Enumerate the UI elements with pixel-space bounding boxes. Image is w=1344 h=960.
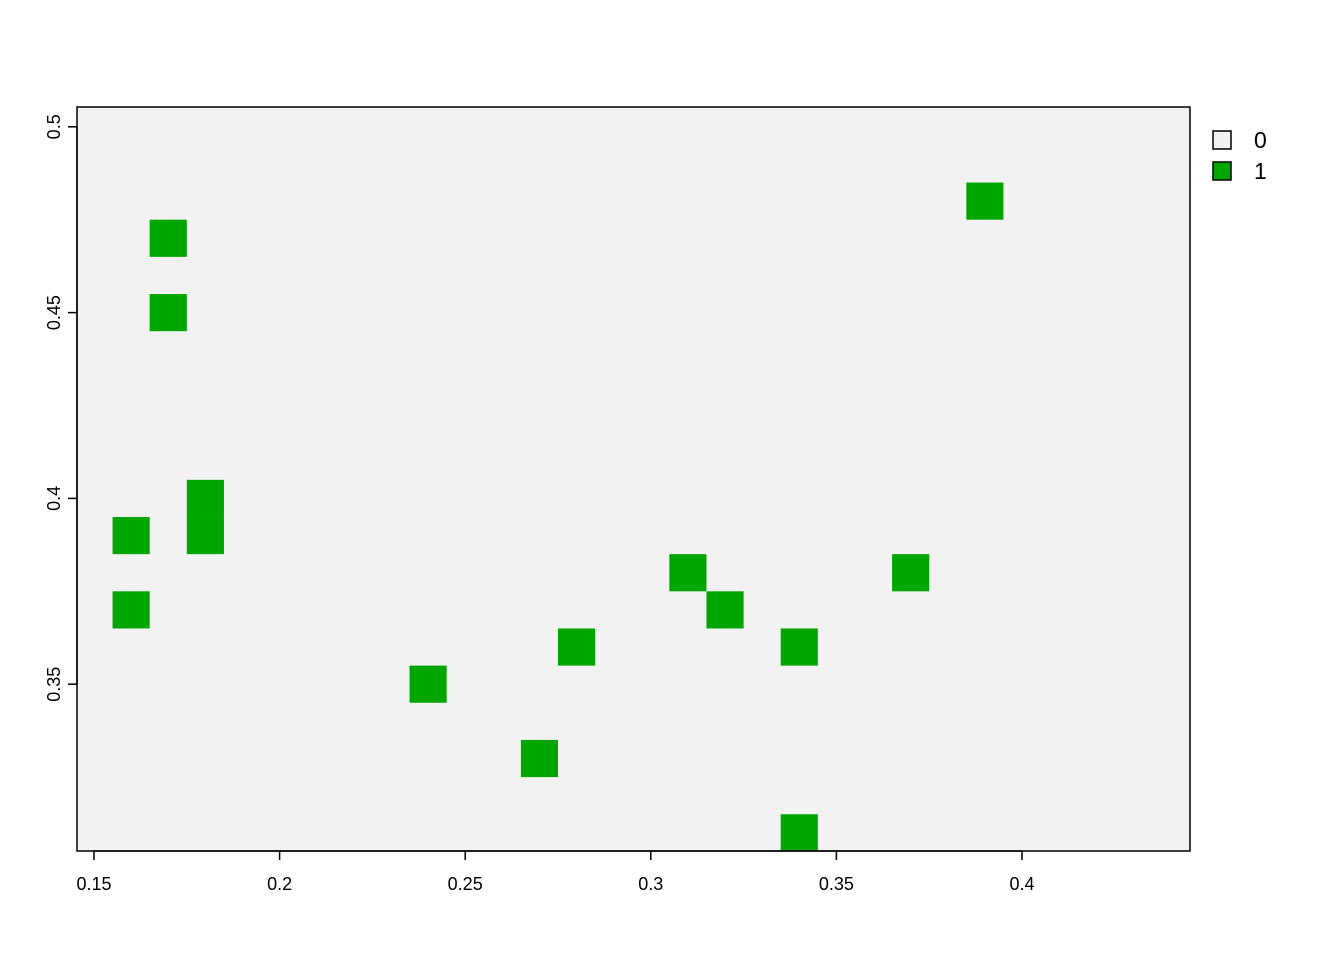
raster-cell-13 <box>409 665 447 703</box>
legend-swatch-0 <box>1212 130 1232 150</box>
x-tick-label-6: 0.4 <box>1009 874 1034 894</box>
raster-cell-8 <box>669 554 707 592</box>
legend-label-1: 1 <box>1254 158 1267 184</box>
raster-cells <box>112 182 1004 851</box>
raster-cell-9 <box>892 554 930 592</box>
y-tick-label-2: 0.4 <box>44 486 64 511</box>
legend: 01 <box>1212 127 1267 184</box>
x-axis: 0.15 0.2 0.25 0.3 0.35 0.4 <box>76 850 1035 894</box>
legend-swatch-1 <box>1212 161 1232 181</box>
y-tick-label-3: 0.45 <box>44 295 64 330</box>
raster-cell-6 <box>112 516 150 555</box>
raster-cell-4 <box>186 479 224 517</box>
y-axis: 0.35 0.4 0.45 0.5 <box>44 114 78 702</box>
x-tick-label-5: 0.35 <box>819 874 854 894</box>
y-tick-label-1: 0.35 <box>44 667 64 702</box>
x-tick-label-2: 0.2 <box>267 874 292 894</box>
plot-background <box>77 107 1190 851</box>
raster-cell-15 <box>780 814 818 851</box>
raster-cell-10 <box>706 591 744 629</box>
raster-cell-11 <box>558 628 596 666</box>
x-tick-label-1: 0.15 <box>76 874 111 894</box>
raster-cell-14 <box>520 739 558 778</box>
x-tick-label-4: 0.3 <box>638 874 663 894</box>
raster-cell-12 <box>780 628 818 666</box>
raster-cell-7 <box>112 591 150 629</box>
y-tick-label-4: 0.5 <box>44 114 64 139</box>
raster-cell-5 <box>186 516 224 555</box>
raster-cell-1 <box>966 182 1004 220</box>
legend-label-0: 0 <box>1254 127 1267 153</box>
raster-cell-3 <box>149 294 187 332</box>
x-tick-label-3: 0.25 <box>448 874 483 894</box>
raster-cell-2 <box>149 219 187 257</box>
